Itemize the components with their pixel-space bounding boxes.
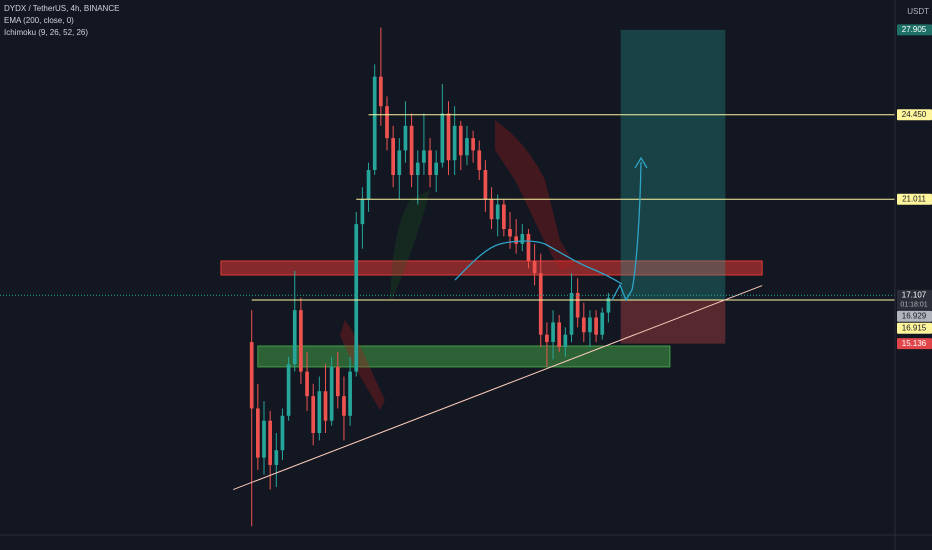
price-badge-label: 16.915 xyxy=(902,323,927,332)
candle-body xyxy=(379,76,383,107)
candle-body xyxy=(526,233,531,261)
candle-body xyxy=(403,125,408,151)
candle-body xyxy=(508,229,512,237)
candle-body xyxy=(495,204,500,220)
candle-body xyxy=(446,113,451,161)
candle-body xyxy=(354,224,359,372)
candle-body xyxy=(286,364,291,416)
price-badge-label: 16.929 xyxy=(902,311,927,320)
price-badge-label: 27.905 xyxy=(902,25,927,34)
candle-body xyxy=(471,138,475,151)
stop-box xyxy=(620,299,726,344)
projection-arrow xyxy=(611,161,642,302)
candle-body xyxy=(249,342,254,409)
candle-body xyxy=(538,273,543,335)
candle-body xyxy=(292,310,297,365)
candle-body xyxy=(588,317,592,333)
candle-body xyxy=(581,317,586,333)
candle-body xyxy=(311,396,316,434)
candle-body xyxy=(545,334,549,343)
candle-body xyxy=(514,236,518,244)
candle-body xyxy=(551,322,555,343)
price-badge xyxy=(897,310,932,322)
candle-body xyxy=(280,415,285,451)
price-badge-label: 17.107 xyxy=(902,290,927,299)
price-axis xyxy=(895,0,932,550)
candle-body xyxy=(594,317,598,335)
candle-body xyxy=(489,199,494,220)
candle-body xyxy=(422,150,426,163)
candle-body xyxy=(335,366,340,397)
candle-body xyxy=(360,199,365,225)
ichimoku-cloud xyxy=(340,320,385,410)
price-badge-label: 21.011 xyxy=(902,194,926,203)
candle-body xyxy=(409,125,414,175)
candle-body xyxy=(428,150,432,175)
candle-body xyxy=(557,322,562,348)
countdown: 01:18:01 xyxy=(900,302,927,309)
trendline xyxy=(233,285,763,491)
price-badge xyxy=(897,289,932,310)
candle-body xyxy=(465,138,469,156)
candle-body xyxy=(440,113,445,163)
candle-body xyxy=(342,396,346,416)
candle-body xyxy=(452,125,457,161)
target-box xyxy=(620,29,726,300)
candle-body xyxy=(372,76,377,171)
candle-body xyxy=(434,162,439,175)
price-badge xyxy=(897,193,932,205)
candle-body xyxy=(569,292,574,335)
ichimoku-cloud xyxy=(495,120,575,270)
candle-body xyxy=(502,204,506,230)
candle-body xyxy=(274,450,279,465)
price-zone xyxy=(257,345,671,368)
candle-body xyxy=(483,170,488,200)
price-badge xyxy=(897,109,932,121)
candle-body xyxy=(323,391,328,421)
price-badge xyxy=(897,338,932,350)
candle-body xyxy=(415,162,420,175)
ema-curve xyxy=(454,240,623,285)
candle-body xyxy=(385,106,389,139)
candle-body xyxy=(268,420,272,465)
price-badge xyxy=(897,322,932,334)
price-badge xyxy=(897,24,932,36)
candle-body xyxy=(606,297,611,313)
candle-body xyxy=(348,371,352,416)
candle-body xyxy=(391,138,395,175)
candle-body xyxy=(458,125,463,156)
candle-body xyxy=(299,310,303,372)
ichimoku-cloud xyxy=(390,190,430,300)
indicator-label: Ichimoku (9, 26, 52, 26) xyxy=(4,28,88,37)
indicator-label: EMA (200, close, 0) xyxy=(4,16,74,25)
arrow-head xyxy=(634,156,648,169)
candle-body xyxy=(397,150,402,175)
currency-label: USDT xyxy=(907,7,929,16)
candle-body xyxy=(563,334,568,348)
candle-body xyxy=(520,233,525,244)
candle-body xyxy=(317,391,322,434)
candle-body xyxy=(329,366,334,421)
symbol-title: DYDX / TetherUS, 4h, BINANCE xyxy=(4,4,119,13)
candle-body xyxy=(477,150,482,171)
price-badge-label: 15.136 xyxy=(902,339,927,348)
price-badge-label: 24.450 xyxy=(902,110,927,119)
candle-body xyxy=(600,312,605,335)
candle-body xyxy=(262,420,266,458)
candle-body xyxy=(532,260,537,274)
candle-body xyxy=(366,170,371,200)
candle-body xyxy=(305,371,309,397)
candle-body xyxy=(256,408,260,458)
candle-body xyxy=(575,292,580,318)
